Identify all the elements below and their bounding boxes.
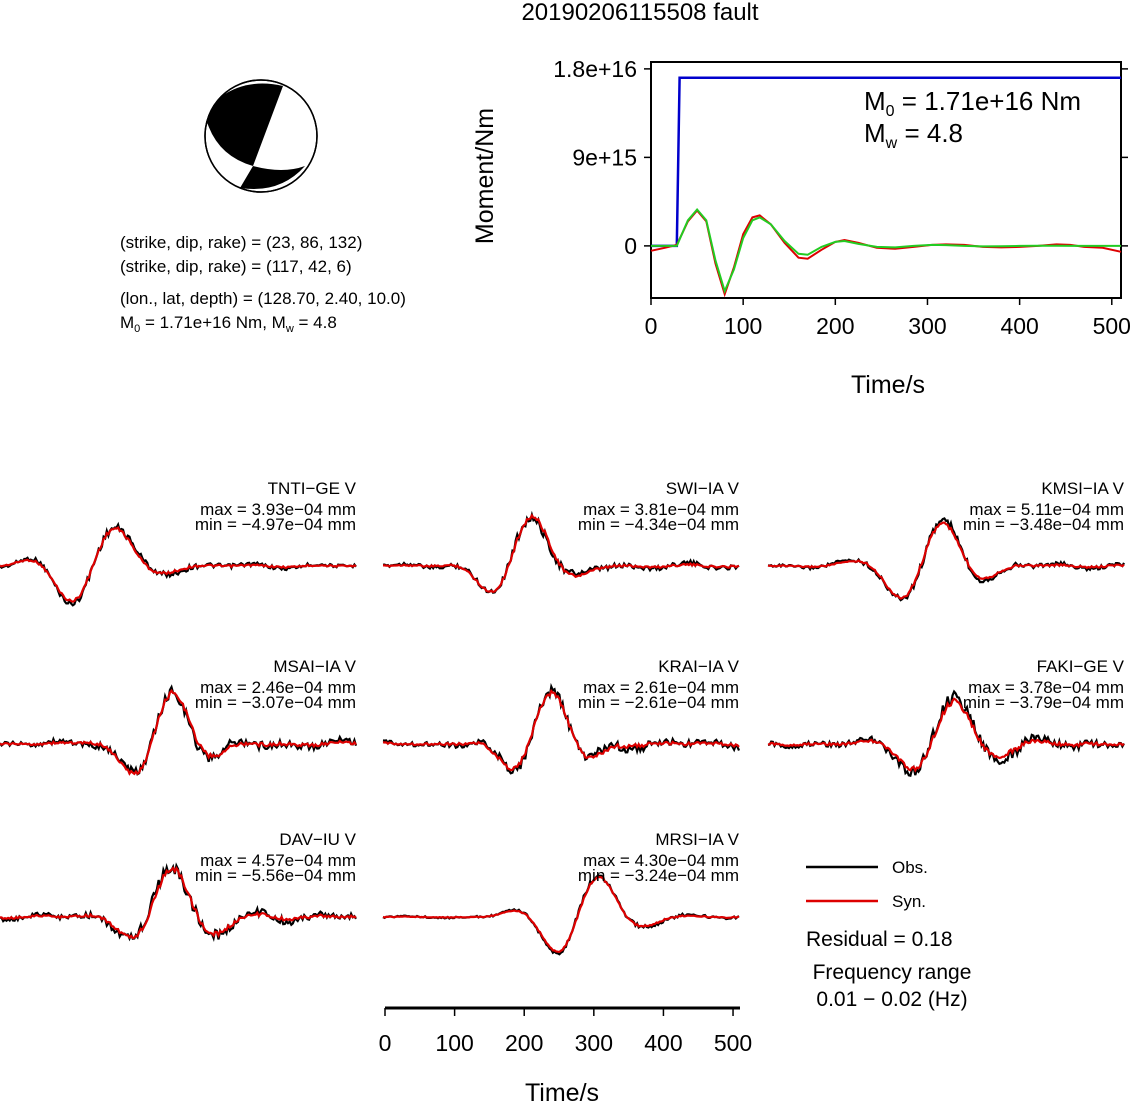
stf-x-tick-label: 300 [908,313,946,339]
stf-mw-label: Mw = 4.8 [864,118,963,152]
station-name: MSAI−IA V [273,657,356,676]
station-name: TNTI−GE V [268,479,357,498]
legend-obs-label: Obs. [892,858,928,877]
beachball [204,79,318,193]
station-min: min = −4.34e−04 mm [578,515,739,534]
stf-m0-label: M0 = 1.71e+16 Nm [864,86,1081,120]
synthetic-trace [0,866,357,940]
synthetic-trace [767,697,1125,773]
waveform-time-axis: 0 100 200 300 400 500 [379,1006,752,1056]
legend-syn-label: Syn. [892,892,926,911]
waveform-x-tick-label: 400 [644,1030,682,1056]
frequency-range-title: Frequency range [813,961,972,984]
source-location: (lon., lat, depth) = (128.70, 2.40, 10.0… [120,289,406,308]
station-max: max = 4.30e−04 mm [583,851,739,870]
waveform-x-axis-label: Time/s [525,1079,599,1104]
nodal-plane-1: (strike, dip, rake) = (23, 86, 132) [120,233,362,252]
waveform-x-tick-label: 300 [575,1030,613,1056]
station-max: max = 2.61e−04 mm [583,678,739,697]
frequency-range-value: 0.01 − 0.02 (Hz) [816,988,967,1011]
synthetic-trace [0,526,357,603]
stf-x-tick-label: 200 [816,313,854,339]
station-max: max = 3.81e−04 mm [583,500,739,519]
legend: Obs. Syn. [806,858,928,911]
figure-title: 20190206115508 fault [521,0,758,26]
station-min: min = −3.48e−04 mm [963,515,1124,534]
stf-x-tick-label: 0 [645,313,658,339]
waveform-x-tick-label: 100 [435,1030,473,1056]
station-name: KRAI−IA V [658,657,739,676]
station-name: SWI−IA V [666,479,740,498]
synthetic-trace [767,521,1125,600]
source-moment: M0 = 1.71e+16 Nm, Mw = 4.8 [120,313,337,335]
station-min: min = −4.97e−04 mm [195,515,356,534]
stf-x-tick-label: 500 [1093,313,1131,339]
synthetic-trace [382,875,740,954]
stf-y-axis-label: Moment/Nm [471,108,499,244]
observed-trace [382,874,740,956]
station-min: min = −2.61e−04 mm [578,693,739,712]
stf-series-green [651,207,1121,295]
synthetic-trace [382,688,740,772]
waveform-x-tick-label: 200 [505,1030,543,1056]
station-max: max = 5.11e−04 mm [969,500,1124,519]
stf-plot-frame [650,61,1122,299]
stf-y-tick-label: 9e+15 [572,144,637,170]
station-max: max = 4.57e−04 mm [200,851,356,870]
station-max: max = 2.46e−04 mm [200,678,356,697]
station-max: max = 3.93e−04 mm [200,500,356,519]
station-min: min = −3.24e−04 mm [578,866,739,885]
station-max: max = 3.78e−04 mm [968,678,1124,697]
station-min: min = −5.56e−04 mm [195,866,356,885]
station-name: DAV−IU V [279,830,356,849]
stf-x-tick-label: 400 [1000,313,1038,339]
moment-rate-chart: 0 100 200 300 400 500 0 9e+15 1.8e+16 [553,56,1131,339]
station-name: MRSI−IA V [655,830,739,849]
residual-text: Residual = 0.18 [806,928,953,951]
synthetic-trace [0,688,357,776]
station-min: min = −3.79e−04 mm [963,693,1124,712]
nodal-plane-2: (strike, dip, rake) = (117, 42, 6) [120,257,352,276]
waveform-x-tick-label: 500 [714,1030,752,1056]
station-name: KMSI−IA V [1041,479,1124,498]
stf-x-tick-label: 100 [724,313,762,339]
station-min: min = −3.07e−04 mm [195,693,356,712]
observed-trace [0,684,358,776]
stf-y-tick-label: 1.8e+16 [553,56,637,82]
stf-x-axis-label: Time/s [851,371,925,399]
stf-y-tick-label: 0 [624,233,637,259]
station-name: FAKI−GE V [1037,657,1125,676]
synthetic-trace [383,513,740,594]
waveform-x-tick-label: 0 [379,1030,392,1056]
